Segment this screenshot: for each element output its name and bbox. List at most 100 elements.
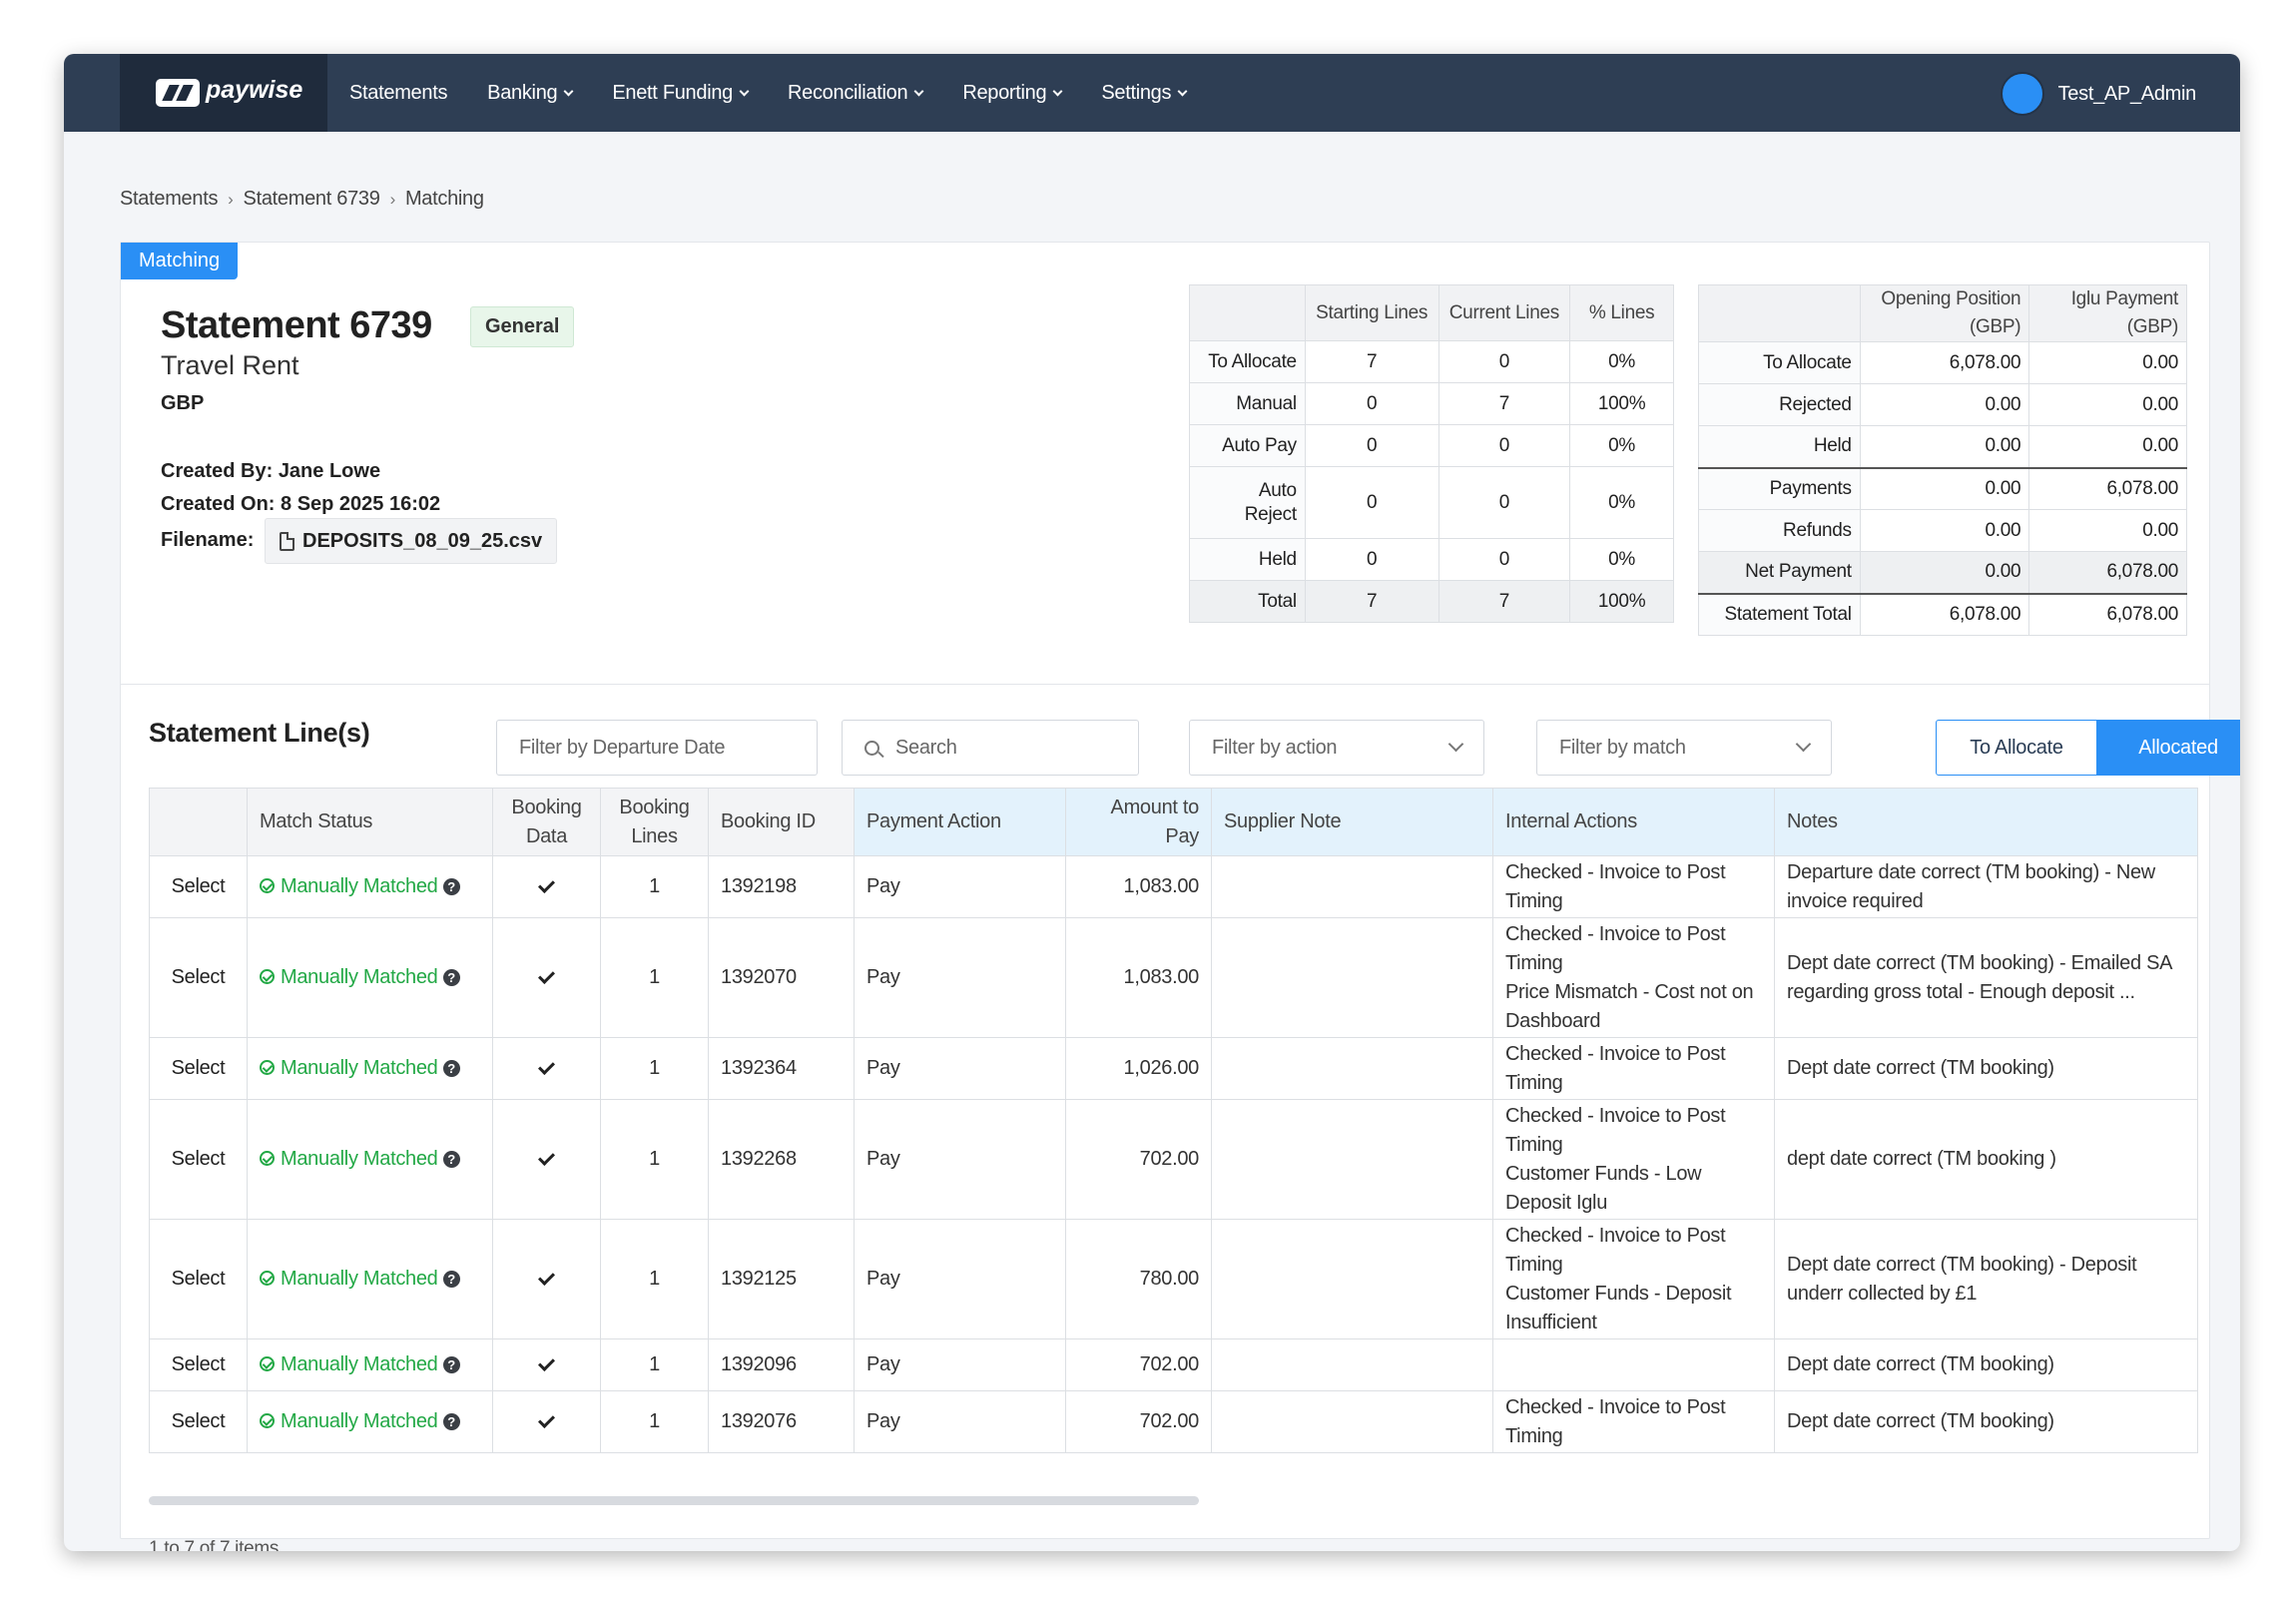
nav-item-label: Settings: [1101, 82, 1172, 104]
column-header[interactable]: Booking Data: [492, 788, 601, 856]
nav-item-label: Enett Funding: [612, 82, 733, 104]
row-label: Manual: [1189, 382, 1306, 425]
help-icon[interactable]: ?: [442, 1060, 460, 1077]
cell: 0: [1437, 466, 1571, 539]
payment-action-cell: Pay: [854, 1390, 1066, 1453]
select-link[interactable]: Select: [149, 1099, 248, 1220]
nav-item-reconciliation[interactable]: Reconciliation: [788, 54, 924, 132]
table-row: Select Manually Matched? 1 1392268 Pay 702.00…: [149, 1099, 2198, 1220]
brand-logo[interactable]: paywise: [120, 54, 327, 132]
match-status: Manually Matched?: [260, 1268, 460, 1290]
column-header[interactable]: Internal Actions: [1492, 788, 1775, 856]
internal-actions-cell: Checked - Invoice to Post Timing Customer…: [1492, 1099, 1775, 1220]
payment-action-cell: Pay: [854, 855, 1066, 918]
supplier-note-cell: [1211, 1099, 1493, 1220]
row-label: Total: [1189, 580, 1306, 623]
chevron-down-icon: [563, 86, 574, 97]
chevron-down-icon: [1795, 736, 1812, 753]
cell: 100%: [1569, 382, 1674, 425]
select-link[interactable]: Select: [149, 1219, 248, 1339]
chevron-down-icon: [1052, 86, 1063, 97]
nav-item-enett-funding[interactable]: Enett Funding: [612, 54, 750, 132]
cell: 0: [1304, 538, 1439, 581]
table-row: To Allocate 7 0 0%: [1189, 340, 1674, 383]
notes-cell: Dept date correct (TM booking): [1774, 1037, 2198, 1100]
cell: 6,078.00: [1859, 341, 2030, 384]
search-input[interactable]: Search: [842, 720, 1139, 776]
cell: 6,078.00: [2028, 551, 2187, 594]
nav-item-label: Banking: [487, 82, 558, 104]
nav-item-banking[interactable]: Banking: [487, 54, 574, 132]
row-label: Refunds: [1698, 509, 1861, 552]
user-menu[interactable]: Test_AP_Admin: [2000, 72, 2196, 116]
search-icon: [864, 740, 879, 756]
cell: 7: [1304, 580, 1439, 623]
table-row: Rejected 0.00 0.00: [1698, 383, 2187, 426]
action-filter-select[interactable]: Filter by action: [1189, 720, 1484, 776]
row-label: Rejected: [1698, 383, 1861, 426]
supplier-note-cell: [1211, 1037, 1493, 1100]
supplier-note-cell: [1211, 1390, 1493, 1453]
internal-actions-cell: Checked - Invoice to Post Timing: [1492, 1390, 1775, 1453]
help-icon[interactable]: ?: [442, 1413, 460, 1430]
internal-action: Customer Funds - Deposit Insufficient: [1505, 1282, 1732, 1333]
help-icon[interactable]: ?: [442, 1356, 460, 1373]
cell: 6,078.00: [2028, 592, 2187, 636]
cell: 0: [1437, 424, 1571, 467]
internal-actions-cell: [1492, 1338, 1775, 1391]
help-icon[interactable]: ?: [442, 878, 460, 895]
allocated-button[interactable]: Allocated: [2097, 720, 2240, 776]
nav-item-reporting[interactable]: Reporting: [962, 54, 1063, 132]
breadcrumb-statement[interactable]: Statement 6739: [243, 188, 380, 210]
help-icon[interactable]: ?: [442, 1271, 460, 1288]
nav-item-settings[interactable]: Settings: [1101, 54, 1188, 132]
column-header[interactable]: Notes: [1774, 788, 2198, 856]
column-header[interactable]: Payment Action: [854, 788, 1066, 856]
cell: 0%: [1569, 340, 1674, 383]
table-header-row: Match Status Booking Data Booking Lines …: [149, 788, 2198, 856]
internal-actions-cell: Checked - Invoice to Post Timing Customer…: [1492, 1219, 1775, 1339]
horizontal-scrollbar[interactable]: [149, 1496, 1199, 1505]
nav-item-statements[interactable]: Statements: [349, 54, 447, 132]
select-link[interactable]: Select: [149, 1390, 248, 1453]
cell: 0.00: [1859, 551, 2030, 594]
select-link[interactable]: Select: [149, 855, 248, 918]
column-header[interactable]: Match Status: [247, 788, 493, 856]
table-row: To Allocate 6,078.00 0.00: [1698, 341, 2187, 384]
cell: 0: [1304, 424, 1439, 467]
amount-cell: 702.00: [1065, 1338, 1212, 1391]
supplier-note-cell: [1211, 917, 1493, 1038]
cell: 0%: [1569, 424, 1674, 467]
checkmark-icon: [538, 1269, 555, 1286]
payment-action-cell: Pay: [854, 1338, 1066, 1391]
select-link[interactable]: Select: [149, 917, 248, 1038]
search-placeholder: Search: [895, 736, 957, 759]
chevron-down-icon: [1177, 86, 1188, 97]
help-icon[interactable]: ?: [442, 1151, 460, 1168]
column-header[interactable]: Booking ID: [708, 788, 855, 856]
internal-actions-cell: Checked - Invoice to Post Timing: [1492, 1037, 1775, 1100]
departure-date-filter[interactable]: Filter by Departure Date: [496, 720, 818, 776]
chevron-down-icon: [1447, 736, 1464, 753]
internal-action: Checked - Invoice to Post Timing: [1505, 860, 1726, 912]
nav-item-label: Statements: [349, 82, 448, 104]
check-circle-icon: [260, 1356, 275, 1371]
breadcrumb-statements[interactable]: Statements: [120, 188, 219, 210]
to-allocate-button[interactable]: To Allocate: [1936, 720, 2097, 776]
help-icon[interactable]: ?: [442, 969, 460, 986]
filename-link[interactable]: DEPOSITS_08_09_25.csv: [265, 518, 558, 564]
column-header[interactable]: Booking Lines: [600, 788, 709, 856]
select-link[interactable]: Select: [149, 1037, 248, 1100]
match-filter-select[interactable]: Filter by match: [1536, 720, 1832, 776]
payment-action-cell: Pay: [854, 1037, 1066, 1100]
internal-action: Checked - Invoice to Post Timing: [1505, 1395, 1726, 1447]
column-header[interactable]: Amount to Pay: [1065, 788, 1212, 856]
booking-lines-cell: 1: [600, 1037, 709, 1100]
table-row: Select Manually Matched? 1 1392125 Pay 780.00…: [149, 1219, 2198, 1339]
table-row: Auto Pay 0 0 0%: [1189, 424, 1674, 467]
match-status-label: Manually Matched: [281, 1148, 438, 1170]
select-link[interactable]: Select: [149, 1338, 248, 1391]
lines-summary-table: Starting Lines Current Lines % Lines To …: [1189, 284, 1674, 623]
column-header[interactable]: Supplier Note: [1211, 788, 1493, 856]
amount-cell: 1,083.00: [1065, 855, 1212, 918]
